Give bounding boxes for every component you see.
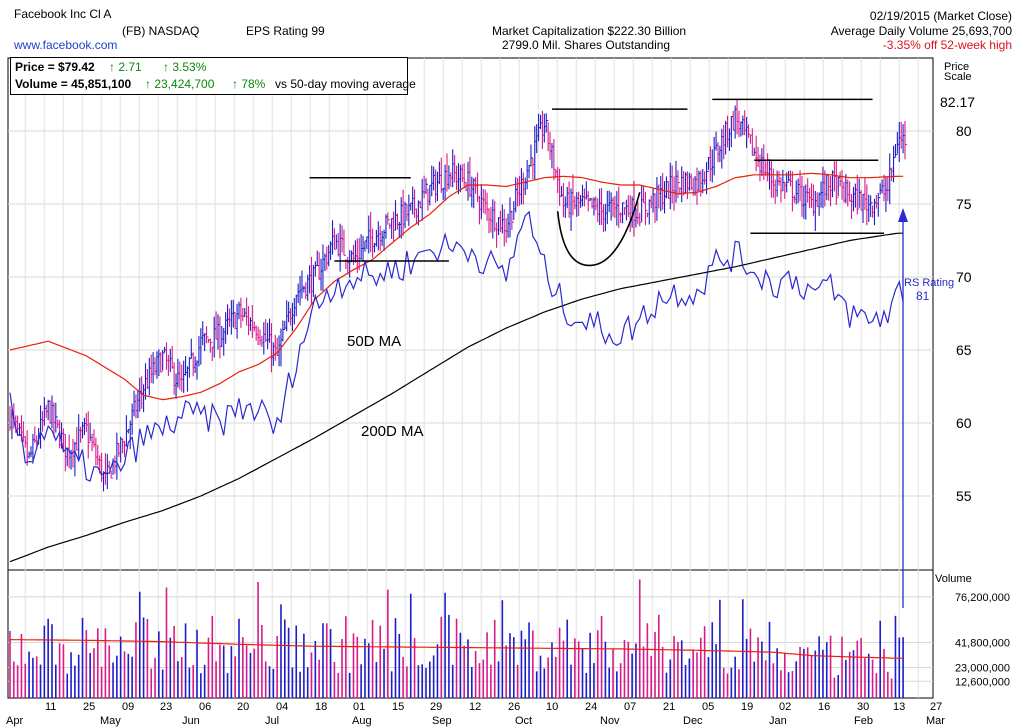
- date-tick-label: 27: [930, 701, 942, 713]
- volume-label: Volume = 45,851,100: [15, 77, 132, 91]
- date-tick-label: 01: [353, 701, 365, 713]
- avg-daily-volume: Average Daily Volume 25,693,700: [830, 24, 1012, 38]
- volume-tick-label: 23,000,000: [955, 662, 1010, 674]
- price-volume-info-box: Price = $79.42 ↑ 2.71 ↑ 3.53% Volume = 4…: [10, 57, 416, 95]
- price-bars: [9, 98, 907, 492]
- company-name: Facebook Inc Cl A: [14, 7, 112, 21]
- ma200-line: [9, 232, 904, 563]
- grid: [7, 57, 934, 699]
- volume-axis-title: Volume: [935, 573, 972, 585]
- off-52-week-high: -3.35% off 52-week high: [882, 38, 1012, 52]
- price-tick-label: 80: [956, 123, 972, 139]
- date-tick-label: 30: [857, 701, 869, 713]
- month-tick-label: Apr: [6, 715, 23, 727]
- volume-change-pct: ↑ 78%: [232, 77, 266, 91]
- date-tick-label: 16: [818, 701, 830, 713]
- date-tick-label: 05: [702, 701, 714, 713]
- market-cap: Market Capitalization $222.30 Billion: [492, 24, 687, 38]
- volume-tick-label: 41,800,000: [955, 638, 1010, 650]
- ma50-line: [9, 172, 904, 401]
- volume-note: vs 50-day moving average: [275, 77, 416, 91]
- date-tick-label: 20: [237, 701, 249, 713]
- date-tick-label: 15: [392, 701, 404, 713]
- date-tick-label: 11: [45, 701, 56, 713]
- rs-rating-value: 81: [916, 289, 930, 303]
- date-tick-label: 12: [469, 701, 481, 713]
- volume-tick-label: 12,600,000: [955, 676, 1010, 688]
- ma50-annotation: 50D MA: [347, 333, 401, 350]
- month-tick-label: Aug: [352, 715, 372, 727]
- date-tick-label: 02: [779, 701, 791, 713]
- date-tick-label: 06: [199, 701, 211, 713]
- price-tick-label: 55: [956, 488, 972, 504]
- volume-tick-label: 76,200,000: [955, 592, 1010, 604]
- date-tick-label: 10: [546, 701, 558, 713]
- date-tick-label: 13: [893, 701, 905, 713]
- price-tick-label: 60: [956, 415, 972, 431]
- date-tick-label: 09: [122, 701, 134, 713]
- month-tick-label: Jan: [769, 715, 787, 727]
- price-change-pct: ↑ 3.53%: [163, 60, 207, 74]
- plot-frame: [7, 57, 934, 699]
- month-tick-label: Dec: [683, 715, 703, 727]
- date-tick-label: 23: [160, 701, 172, 713]
- month-tick-label: May: [100, 715, 121, 727]
- date-tick-label: 04: [276, 701, 288, 713]
- eps-rating: EPS Rating 99: [246, 24, 325, 38]
- website-link[interactable]: www.facebook.com: [14, 38, 118, 52]
- ma200-annotation: 200D MA: [361, 423, 424, 440]
- rs-arrow-head: [898, 208, 908, 222]
- month-tick-label: Oct: [515, 715, 532, 727]
- date-tick-label: 18: [315, 701, 327, 713]
- month-tick-label: Mar: [926, 715, 945, 727]
- price-axis-title-2: Scale: [944, 71, 972, 83]
- high-value-label: 82.17: [940, 94, 975, 110]
- shares-outstanding: 2799.0 Mil. Shares Outstanding: [502, 38, 671, 52]
- month-tick-label: Sep: [432, 715, 452, 727]
- volume-moving-average-line: [9, 639, 904, 659]
- price-label: Price = $79.42: [15, 60, 95, 74]
- price-tick-label: 65: [956, 342, 972, 358]
- month-tick-label: Feb: [854, 715, 873, 727]
- date-tick-label: 21: [663, 701, 675, 713]
- price-tick-label: 70: [956, 269, 972, 285]
- month-tick-label: Jun: [182, 715, 200, 727]
- date-tick-label: 29: [430, 701, 442, 713]
- date-tick-label: 25: [83, 701, 95, 713]
- axes: 55 60 65 70 75 80 76,200,000 41,800,000 23,000,0…: [6, 123, 1010, 727]
- drawn-trendlines: [309, 98, 908, 608]
- rs-rating-label: RS Rating: [904, 277, 954, 289]
- date-tick-label: 07: [624, 701, 636, 713]
- volume-bars: [9, 579, 904, 698]
- date-tick-label: 19: [741, 701, 753, 713]
- price-change: ↑ 2.71: [109, 60, 142, 74]
- date-tick-label: 24: [585, 701, 597, 713]
- price-axis-title-1: Price: [944, 61, 969, 73]
- cup-handle-curve: [556, 192, 641, 267]
- rs-line: [9, 210, 904, 482]
- price-tick-label: 75: [956, 196, 972, 212]
- ticker-label: (FB) NASDAQ: [122, 24, 200, 38]
- volume-change: ↑ 23,424,700: [145, 77, 215, 91]
- quote-date: 02/19/2015 (Market Close): [869, 9, 1012, 23]
- month-tick-label: Jul: [265, 715, 279, 727]
- month-tick-label: Nov: [600, 715, 620, 727]
- date-tick-label: 26: [508, 701, 520, 713]
